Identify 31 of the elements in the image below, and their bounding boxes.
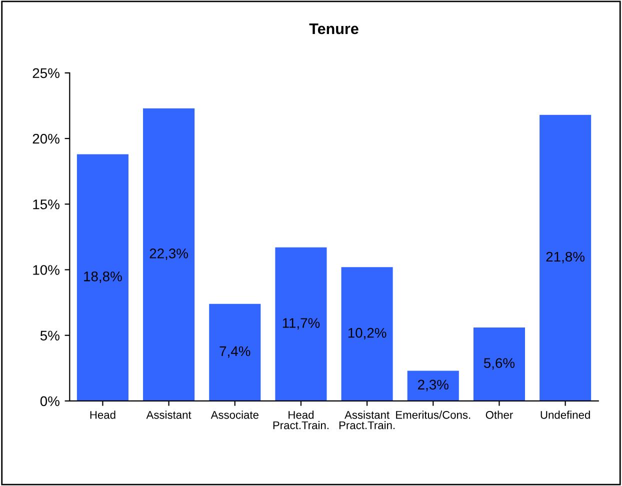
y-tick-label: 20% — [32, 134, 60, 144]
data-label: 11,7% — [282, 318, 320, 330]
data-label: 2,3% — [418, 380, 448, 392]
data-label: 10,2% — [348, 328, 386, 340]
data-label: 5,6% — [484, 358, 515, 370]
x-tick-label: Other — [486, 410, 513, 419]
x-tick-label: Head Pract.Train. — [273, 410, 328, 430]
y-tick-label: 10% — [33, 265, 60, 275]
chart-title: Tenure — [309, 24, 358, 34]
data-label: 21,8% — [546, 252, 585, 264]
data-label: 7,4% — [220, 346, 250, 358]
bar — [143, 108, 195, 401]
x-tick-label: Head — [90, 410, 116, 419]
data-label: 18,8% — [84, 271, 122, 283]
x-tick-label: Associate — [210, 410, 258, 419]
x-tick-label: Assistant Pract.Train. — [339, 410, 395, 430]
y-tick-label: 25% — [32, 68, 60, 78]
bar — [209, 304, 261, 401]
bar — [76, 154, 128, 401]
x-tick-label: Assistant — [146, 410, 192, 419]
y-tick-label: 0% — [40, 396, 60, 406]
bar — [473, 327, 526, 401]
bar — [275, 247, 327, 401]
bar — [341, 267, 393, 401]
x-tick-label: Undefined — [540, 410, 590, 419]
data-label: 22,3% — [150, 248, 188, 260]
y-tick-label: 15% — [33, 200, 60, 210]
y-tick-label: 5% — [40, 330, 60, 341]
bar — [407, 370, 459, 401]
bar — [540, 114, 592, 401]
x-tick-label: Emeritus/Cons. — [396, 410, 470, 419]
